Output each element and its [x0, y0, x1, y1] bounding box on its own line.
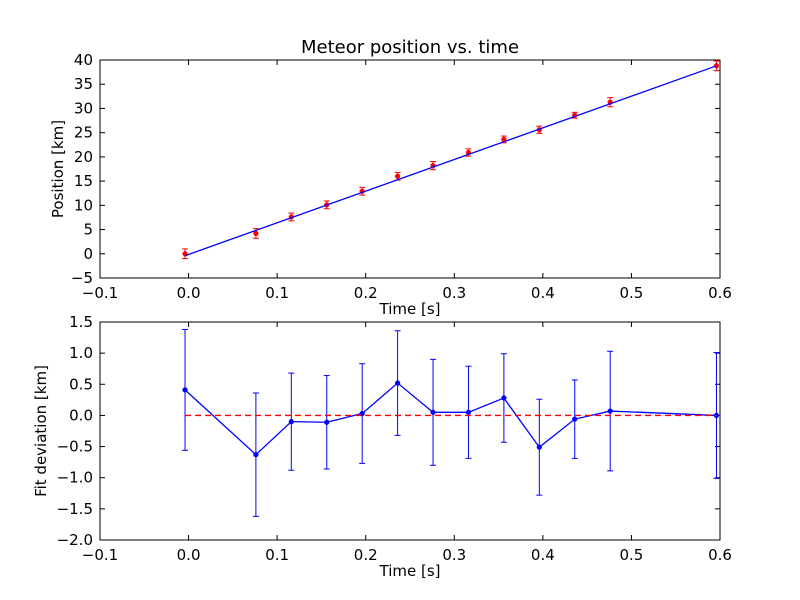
- plot-frame: [99, 59, 721, 279]
- position-chart: Meteor position vs. time −0.1 0.0 0.1 0.2 0.…: [49, 37, 732, 318]
- data-point: [430, 409, 436, 415]
- x-tick-label: 0.5: [619, 546, 643, 564]
- y-tick-label: −5: [71, 269, 93, 287]
- x-tick-label: 0.2: [354, 546, 378, 564]
- y-tick-label: 20: [74, 148, 93, 166]
- y-tick-label: 1.0: [69, 344, 93, 362]
- y-tick-label: 0: [83, 245, 93, 263]
- y-tick-label: 1.5: [69, 313, 93, 331]
- x-axis-label: Time [s]: [379, 562, 441, 580]
- y-tick-label: −0.5: [57, 438, 93, 456]
- y-tick-label: 35: [74, 75, 93, 93]
- x-tick-label: 0.0: [177, 284, 201, 302]
- y-tick-label: −1.5: [57, 500, 93, 518]
- y-tick-label: −2.0: [57, 531, 93, 549]
- x-tick-label: 0.5: [619, 284, 643, 302]
- x-tick-label: −0.1: [82, 546, 118, 564]
- x-axis: −0.1 0.0 0.1 0.2 0.3 0.4 0.5 0.6: [82, 60, 732, 302]
- y-tick-label: −1.0: [57, 469, 93, 487]
- series-marks: [182, 328, 720, 517]
- data-point: [359, 410, 365, 417]
- y-axis-label: Position [km]: [49, 120, 67, 218]
- plot-frame: [99, 321, 721, 541]
- fit-line: [184, 65, 717, 257]
- data-point: [465, 409, 472, 415]
- x-tick-label: 0.3: [442, 546, 466, 564]
- data-point: [536, 444, 542, 450]
- y-axis: −2.0 −1.5 −1.0 −0.5 0.0 0.5 1.0 1.5: [57, 313, 720, 549]
- series-marks: [182, 60, 720, 260]
- y-tick-label: 15: [74, 172, 93, 190]
- data-point: [394, 380, 401, 386]
- chart-title: Meteor position vs. time: [301, 37, 519, 58]
- y-axis-label: Fit deviation [km]: [32, 365, 50, 497]
- y-tick-label: 40: [74, 51, 93, 69]
- x-tick-label: 0.6: [708, 284, 732, 302]
- data-point: [253, 452, 259, 458]
- x-tick-label: 0.1: [265, 284, 289, 302]
- x-tick-label: 0.1: [265, 546, 289, 564]
- x-tick-label: 0.4: [531, 284, 555, 302]
- data-point: [501, 395, 507, 401]
- y-axis: −5 0 5 10 15 20 25 30 35 40: [71, 51, 720, 287]
- x-axis: −0.1 0.0 0.1 0.2 0.3 0.4 0.5 0.6: [82, 322, 732, 564]
- plot-area: [100, 322, 720, 540]
- y-tick-label: 0.0: [69, 406, 93, 424]
- y-tick-label: 0.5: [69, 375, 93, 393]
- data-point: [572, 416, 578, 422]
- y-tick-label: 30: [74, 99, 93, 117]
- data-point: [607, 408, 613, 414]
- data-point: [182, 387, 188, 393]
- y-tick-label: 25: [74, 124, 93, 142]
- x-tick-label: 0.4: [531, 546, 555, 564]
- x-tick-label: 0.3: [442, 284, 466, 302]
- x-tick-label: 0.6: [708, 546, 732, 564]
- x-tick-label: −0.1: [82, 284, 118, 302]
- plot-area: [100, 60, 720, 278]
- data-point: [324, 419, 330, 425]
- x-tick-label: 0.2: [354, 284, 378, 302]
- deviation-chart: −0.1 0.0 0.1 0.2 0.3 0.4 0.5 0.6 −2.0−1.5−1.0−0…: [32, 313, 732, 580]
- data-point: [253, 230, 259, 237]
- data-point: [288, 419, 294, 425]
- x-axis-label: Time [s]: [379, 300, 441, 318]
- y-tick-label: 10: [74, 196, 93, 214]
- x-tick-label: 0.0: [177, 546, 201, 564]
- y-tick-label: 5: [83, 221, 93, 239]
- data-point: [394, 173, 401, 179]
